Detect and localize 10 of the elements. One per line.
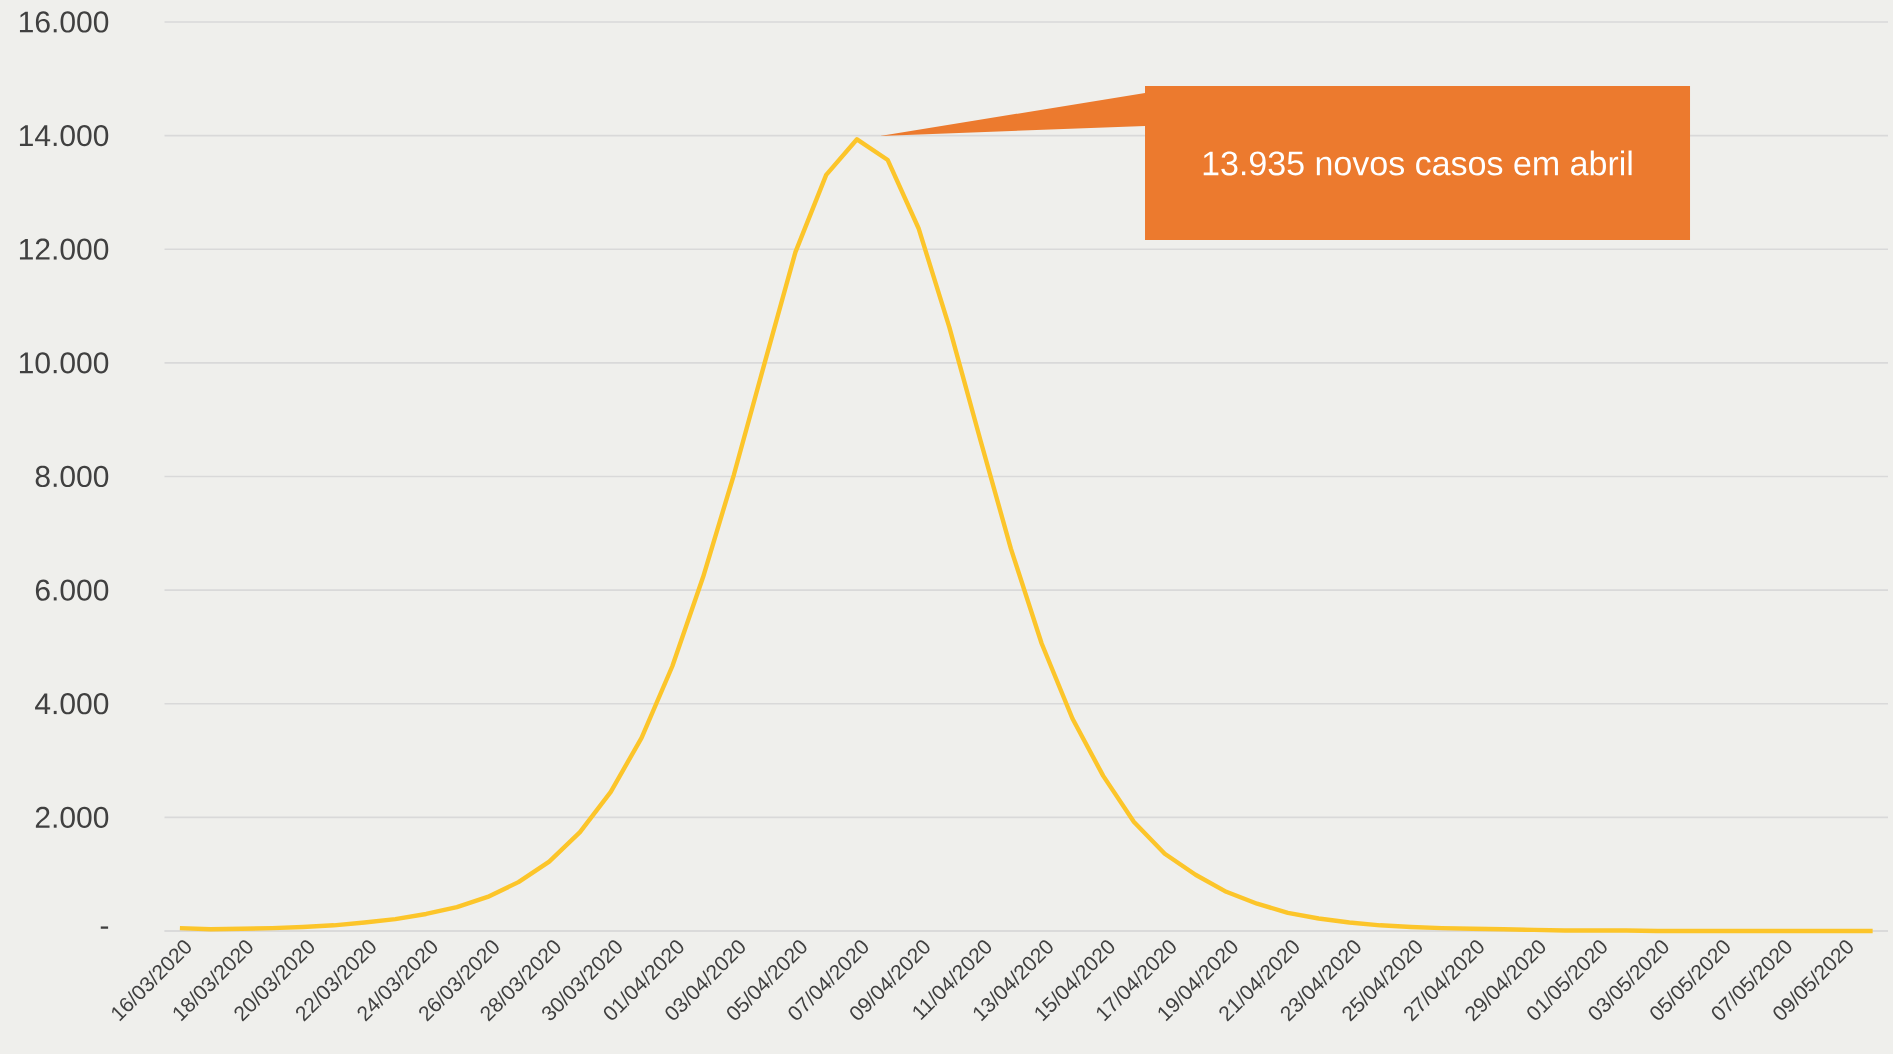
y-tick-label: 16.000 — [19, 11, 109, 33]
y-tick-label: 10.000 — [19, 352, 109, 374]
y-tick-label: 8.000 — [35, 465, 109, 488]
y-tick-label: - — [100, 926, 109, 929]
y-tick-label: 6.000 — [35, 579, 109, 601]
y-tick-label: 4.000 — [35, 693, 109, 715]
y-tick-label: 2.000 — [35, 806, 109, 828]
y-tick-label: 12.000 — [19, 238, 109, 260]
y-tick-label: 14.000 — [19, 124, 109, 147]
annotation: 13.935 novos casos em abril — [1203, 150, 1632, 176]
